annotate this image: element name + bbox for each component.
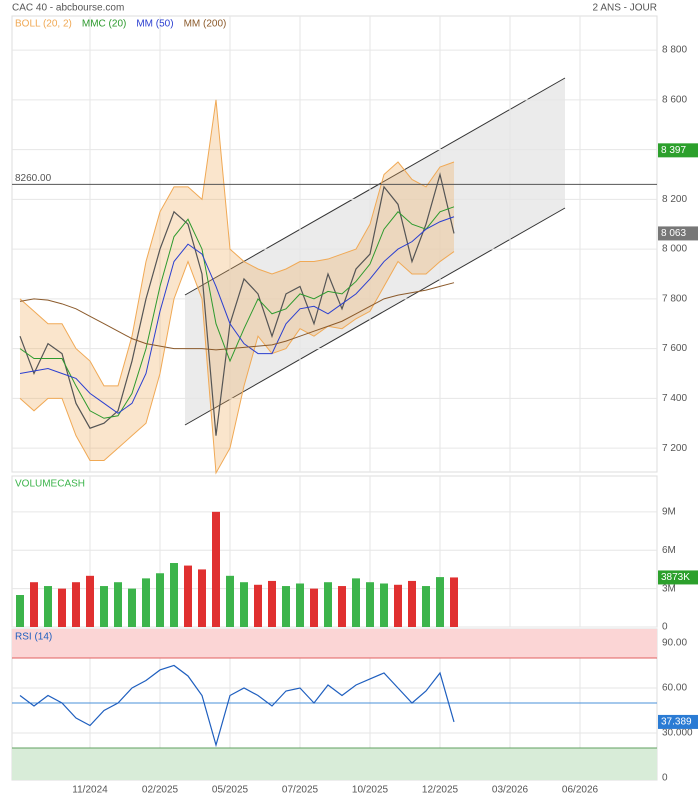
legend-entry: BOLL (20, 2): [15, 19, 72, 30]
x-tick-label: 11/2024: [72, 785, 108, 796]
channel-line: [184, 77, 566, 296]
y-tick-label: 6M: [662, 545, 676, 556]
last-value-label: 3873K: [661, 572, 690, 583]
volume-bar: [58, 588, 66, 627]
x-tick-label: 06/2026: [562, 785, 599, 796]
x-tick-label: 03/2026: [492, 785, 529, 796]
y-tick-label: 7 200: [662, 443, 687, 454]
volume-bar: [226, 575, 234, 627]
y-tick-label: 7 800: [662, 293, 687, 304]
x-tick-label: 05/2025: [212, 785, 249, 796]
volume-bar: [366, 582, 374, 627]
panel-frame: [11, 15, 658, 473]
volume-bar: [240, 582, 248, 627]
last-value-box: [658, 226, 698, 241]
panel-title: VOLUMECASH: [15, 479, 85, 490]
volume-bar: [422, 586, 430, 627]
x-tick-label: 02/2025: [142, 785, 179, 796]
oversold-zone: [12, 748, 657, 780]
volume-bar: [310, 588, 318, 627]
volume-bar: [128, 588, 136, 627]
volume-bar: [450, 577, 458, 627]
y-tick-label: 8 200: [662, 194, 687, 205]
y-tick-label: 30.000: [662, 728, 693, 739]
volume-bar: [72, 582, 80, 627]
last-value-box: [658, 714, 698, 729]
volume-bar: [254, 584, 262, 627]
volume-bar: [408, 580, 416, 627]
volume-bar: [352, 578, 360, 627]
y-tick-label: 7 600: [662, 343, 687, 354]
x-tick-label: 10/2025: [352, 785, 389, 796]
chart-title: CAC 40 - abcbourse.com: [12, 3, 124, 14]
reference-label: 8260.00: [15, 173, 52, 184]
channel-line: [184, 207, 566, 426]
last-value-box: [658, 570, 698, 585]
last-value-label: 37.389: [661, 717, 692, 728]
y-tick-label: 0: [662, 773, 668, 784]
last-value-label: 8 063: [661, 228, 686, 239]
legend-entry: MMC (20): [82, 19, 126, 30]
bollinger-lower: [19, 251, 455, 475]
volume-bar: [30, 582, 38, 627]
volume-bar: [156, 573, 164, 627]
volume-bar: [44, 586, 52, 627]
volume-bar: [198, 569, 206, 627]
volume-bar: [394, 584, 402, 627]
bollinger-fill: [20, 99, 454, 473]
volume-bar: [86, 575, 94, 627]
last-value-box: [658, 143, 698, 158]
bollinger-upper: [19, 99, 455, 387]
y-tick-label: 8 800: [662, 45, 687, 56]
volume-bar: [436, 577, 444, 627]
y-tick-label: 8 600: [662, 94, 687, 105]
moving-average: [19, 282, 455, 351]
volume-bar: [16, 595, 24, 627]
legend-entry: MM (200): [184, 19, 227, 30]
volume-bar: [324, 582, 332, 627]
moving-average: [19, 206, 455, 419]
volume-bar: [114, 582, 122, 627]
volume-bar: [100, 586, 108, 627]
legend-entry: MM (50): [136, 19, 173, 30]
volume-bar: [338, 586, 346, 627]
price-line: [19, 172, 455, 436]
y-tick-label: 9M: [662, 506, 676, 517]
y-tick-label: 3M: [662, 583, 676, 594]
y-tick-label: 8 000: [662, 244, 687, 255]
price-line: [19, 664, 455, 748]
volume-bar: [170, 563, 178, 627]
volume-bar: [282, 586, 290, 627]
x-tick-label: 07/2025: [282, 785, 319, 796]
last-value-label: 8 397: [661, 145, 686, 156]
volume-bar: [212, 511, 220, 627]
volume-bar: [184, 565, 192, 627]
y-tick-label: 60.00: [662, 683, 687, 694]
x-tick-label: 12/2025: [422, 785, 459, 796]
y-tick-label: 90.00: [662, 638, 687, 649]
volume-bar: [380, 583, 388, 627]
overbought-zone: [12, 629, 657, 658]
panel-title: RSI (14): [15, 632, 52, 643]
y-tick-label: 0: [662, 622, 668, 633]
volume-bar: [296, 583, 304, 627]
moving-average: [19, 216, 455, 414]
volume-bar: [268, 580, 276, 627]
volume-bar: [142, 578, 150, 627]
period: 2 ANS - JOUR: [593, 3, 657, 14]
y-tick-label: 7 400: [662, 393, 687, 404]
